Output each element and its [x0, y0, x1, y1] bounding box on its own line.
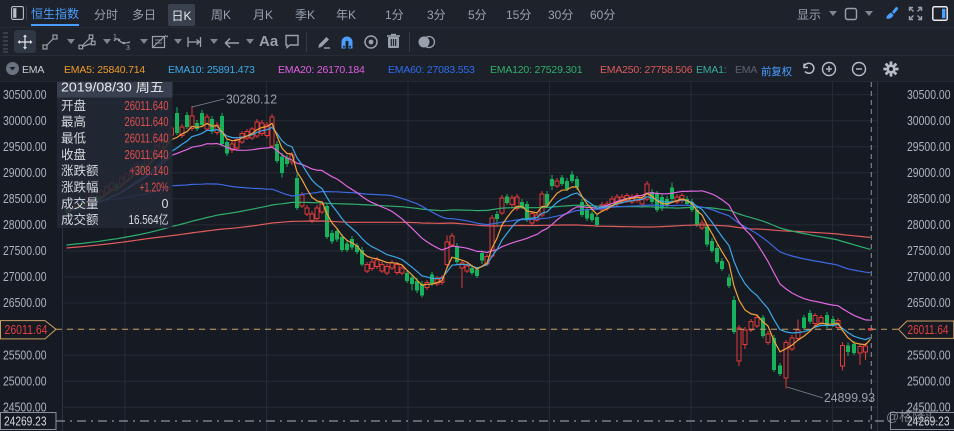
svg-text:29000.00: 29000.00 — [3, 166, 47, 180]
svg-text:28500.00: 28500.00 — [3, 192, 47, 206]
svg-text:26011.640: 26011.640 — [125, 99, 169, 113]
svg-text:30000.00: 30000.00 — [3, 114, 47, 128]
svg-text:27000.00: 27000.00 — [907, 270, 951, 284]
svg-text:成交量: 成交量 — [61, 196, 99, 211]
svg-text:25500.00: 25500.00 — [3, 348, 47, 362]
svg-text:24500.00: 24500.00 — [3, 401, 47, 415]
svg-text:26011.640: 26011.640 — [125, 132, 169, 146]
svg-text:28000.00: 28000.00 — [3, 218, 47, 232]
svg-text:3: 3 — [126, 45, 130, 51]
svg-text:涨跌幅: 涨跌幅 — [61, 180, 99, 195]
svg-text:最高: 最高 — [61, 114, 86, 129]
svg-text:29000.00: 29000.00 — [907, 166, 951, 180]
svg-text:26011.64: 26011.64 — [908, 323, 949, 337]
svg-text:24899.93: 24899.93 — [824, 390, 875, 405]
svg-text:收盘: 收盘 — [61, 147, 86, 162]
svg-text:@格隆汇: @格隆汇 — [886, 409, 938, 424]
svg-text:30280.12: 30280.12 — [226, 92, 277, 107]
svg-text:开盘: 开盘 — [61, 98, 86, 113]
svg-text:28500.00: 28500.00 — [907, 192, 951, 206]
svg-text:26011.64: 26011.64 — [5, 323, 48, 337]
svg-text:26500.00: 26500.00 — [907, 296, 951, 310]
svg-text:1: 1 — [113, 34, 117, 41]
svg-text:29500.00: 29500.00 — [3, 140, 47, 154]
svg-text:29500.00: 29500.00 — [907, 140, 951, 154]
svg-text:2019/08/30 周五: 2019/08/30 周五 — [61, 81, 164, 95]
svg-text:30000.00: 30000.00 — [907, 114, 951, 128]
svg-text:+1.20%: +1.20% — [140, 181, 169, 195]
svg-text:30500.00: 30500.00 — [907, 88, 951, 102]
svg-text:26011.640: 26011.640 — [125, 115, 169, 129]
svg-text:28000.00: 28000.00 — [907, 218, 951, 232]
svg-text:27000.00: 27000.00 — [3, 270, 47, 284]
svg-text:0: 0 — [162, 197, 169, 211]
svg-text:25000.00: 25000.00 — [3, 374, 47, 388]
svg-text:24269.23: 24269.23 — [4, 415, 47, 429]
svg-text:27500.00: 27500.00 — [3, 244, 47, 258]
svg-text:成交额: 成交额 — [61, 212, 99, 227]
svg-text:16.564亿: 16.564亿 — [129, 212, 169, 227]
svg-text:25000.00: 25000.00 — [907, 374, 951, 388]
svg-text:涨跌额: 涨跌额 — [61, 163, 99, 178]
svg-text:最低: 最低 — [61, 132, 87, 146]
svg-text:26011.640: 26011.640 — [125, 148, 169, 162]
svg-text:26500.00: 26500.00 — [3, 296, 47, 310]
svg-text:25500.00: 25500.00 — [907, 348, 951, 362]
svg-text:24500.00: 24500.00 — [907, 401, 951, 415]
svg-text:30500.00: 30500.00 — [3, 88, 47, 102]
svg-text:24269.23: 24269.23 — [907, 415, 950, 429]
svg-text:+308.140: +308.140 — [130, 164, 169, 178]
svg-text:27500.00: 27500.00 — [907, 244, 951, 258]
